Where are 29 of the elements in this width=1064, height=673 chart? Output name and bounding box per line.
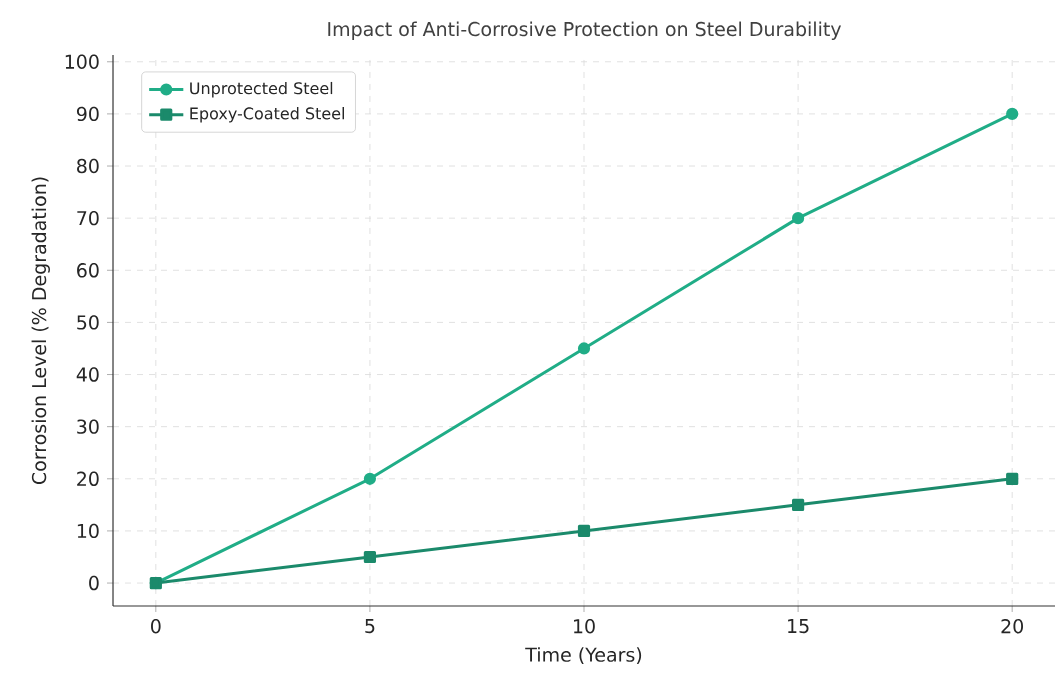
- y-tick-label: 60: [77, 263, 99, 278]
- y-tick-label: 0: [89, 575, 99, 591]
- point: [577, 342, 591, 355]
- y-tick-label: 80: [77, 158, 99, 174]
- x-tick-label: 10: [574, 619, 595, 634]
- point: [791, 212, 805, 225]
- y-tick-label: 100: [65, 54, 99, 69]
- y-tick-label: 20: [77, 471, 99, 486]
- legend-label: Unprotected Steel: [190, 81, 333, 98]
- y-tick-label: 30: [77, 419, 99, 434]
- x-axis-title: Time (Years): [525, 647, 642, 665]
- x-tick-label: 0: [151, 619, 161, 634]
- point: [1006, 472, 1019, 485]
- x-tick-label: 15: [788, 619, 809, 634]
- y-tick-label: 90: [76, 106, 99, 122]
- point: [363, 472, 377, 485]
- point: [363, 550, 377, 564]
- legend-label: Epoxy-Coated Steel: [190, 107, 344, 123]
- x-tick-label: 20: [1001, 619, 1023, 634]
- point: [1006, 107, 1019, 120]
- y-tick-label: 10: [77, 523, 99, 539]
- point: [791, 498, 805, 511]
- y-tick-label: 50: [77, 315, 99, 330]
- y-tick-label: 40: [76, 367, 99, 382]
- point: [577, 524, 591, 538]
- x-tick-label: 5: [365, 619, 375, 634]
- chart-title: Impact of Anti-Corrosive Protection on Steel Durability: [328, 21, 842, 40]
- y-axis-title: Corrosion Level (% Degradation): [31, 177, 50, 485]
- y-tick-label: 70: [77, 210, 99, 226]
